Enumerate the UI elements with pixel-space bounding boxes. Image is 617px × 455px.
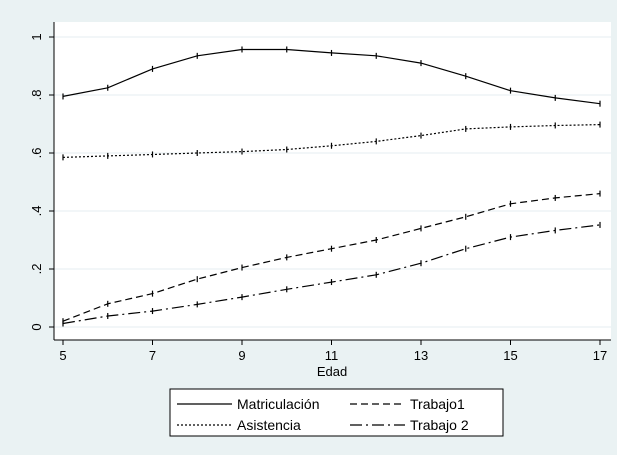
legend-label: Trabajo 2 [410, 417, 469, 433]
plot-area [54, 22, 611, 340]
y-tick-label: .6 [29, 148, 44, 159]
y-tick-label: .2 [29, 264, 44, 275]
series-lines [62, 46, 601, 327]
x-tick-label: 17 [593, 348, 607, 363]
x-tick-label: 13 [414, 348, 428, 363]
x-tick-label: 9 [238, 348, 245, 363]
x-tick-label: 5 [59, 348, 66, 363]
legend-label: Matriculación [237, 396, 319, 412]
x-tick-label: 7 [149, 348, 156, 363]
y-tick-label: 1 [29, 33, 44, 40]
legend-box [169, 388, 504, 437]
y-tick-label: .8 [29, 90, 44, 101]
y-tick-label: 0 [29, 323, 44, 330]
x-tick-label: 15 [503, 348, 517, 363]
x-axis-label: Edad [317, 364, 347, 379]
grid-lines [54, 36, 611, 328]
y-ticks: 0 .2 .4 .6 .8 1 [29, 33, 54, 331]
x-tick-label: 11 [325, 348, 339, 363]
axes [53, 22, 611, 341]
legend-label: Trabajo1 [410, 396, 465, 412]
y-tick-label: .4 [29, 206, 44, 217]
x-ticks: 5 7 9 11 13 15 17 [59, 340, 607, 363]
legend: Matriculación Trabajo1 Asistencia Trabajo 2 [169, 388, 504, 437]
legend-label: Asistencia [237, 417, 301, 433]
